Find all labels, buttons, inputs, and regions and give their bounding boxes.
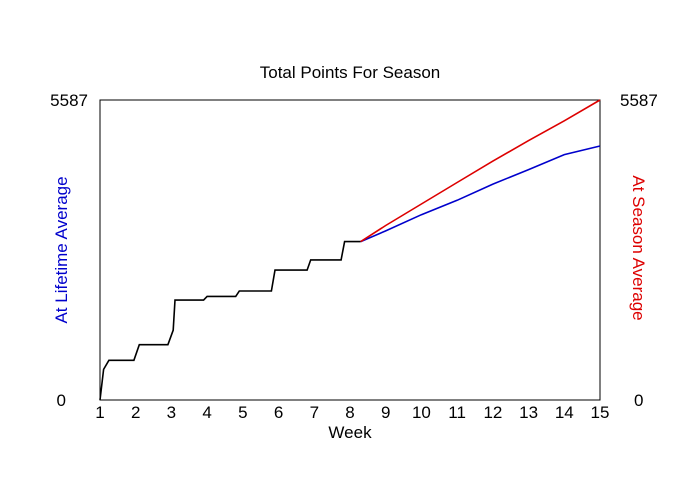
x-tick-label: 2 bbox=[131, 403, 140, 422]
x-tick-label: 4 bbox=[202, 403, 211, 422]
plot-area bbox=[99, 99, 601, 401]
x-axis-label: Week bbox=[328, 423, 372, 442]
y-axis-label-right: At Season Average bbox=[629, 175, 648, 320]
x-tick-label: 5 bbox=[238, 403, 247, 422]
series-line-season bbox=[360, 99, 601, 243]
x-tick-label: 1 bbox=[95, 403, 104, 422]
x-tick-label: 12 bbox=[483, 403, 502, 422]
y-right-tick-top: 5587 bbox=[620, 91, 658, 110]
x-tick-label: 10 bbox=[412, 403, 431, 422]
x-tick-label: 9 bbox=[381, 403, 390, 422]
x-tick-label: 7 bbox=[310, 403, 319, 422]
series-line-lifetime bbox=[360, 145, 601, 243]
x-tick-label: 13 bbox=[519, 403, 538, 422]
y-right-tick-bottom: 0 bbox=[634, 391, 643, 410]
y-left-tick-top: 5587 bbox=[50, 91, 88, 110]
x-axis-ticks: 1 2 3 4 5 6 7 8 9 10 11 12 13 14 15 bbox=[95, 403, 609, 422]
x-tick-label: 11 bbox=[448, 403, 466, 422]
x-tick-label: 8 bbox=[345, 403, 354, 422]
x-tick-label: 15 bbox=[591, 403, 610, 422]
y-left-tick-bottom: 0 bbox=[57, 391, 66, 410]
x-tick-label: 14 bbox=[555, 403, 574, 422]
x-tick-label: 3 bbox=[167, 403, 176, 422]
chart-title: Total Points For Season bbox=[260, 63, 440, 82]
series-layer bbox=[99, 99, 601, 401]
y-axis-label-left: At Lifetime Average bbox=[52, 176, 71, 323]
x-tick-label: 6 bbox=[274, 403, 283, 422]
series-line-actual bbox=[99, 240, 361, 401]
